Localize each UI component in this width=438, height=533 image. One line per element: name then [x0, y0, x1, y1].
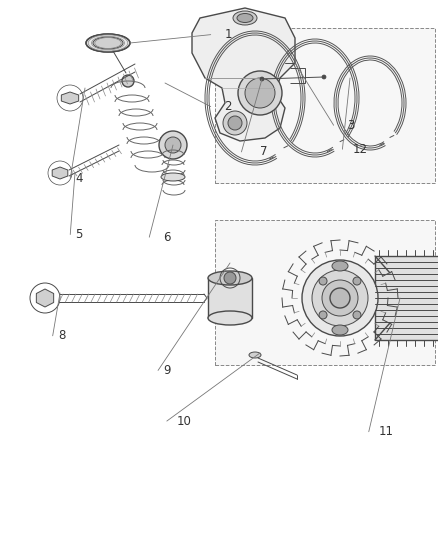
Text: 12: 12	[352, 143, 367, 156]
Text: 6: 6	[162, 231, 170, 244]
Ellipse shape	[208, 311, 251, 325]
Circle shape	[165, 137, 180, 153]
Ellipse shape	[237, 13, 252, 22]
Circle shape	[318, 311, 326, 319]
Circle shape	[329, 288, 349, 308]
Ellipse shape	[93, 37, 123, 49]
Bar	[208, 278, 251, 318]
Circle shape	[301, 260, 377, 336]
Text: 11: 11	[378, 425, 393, 438]
Bar	[215, 220, 434, 365]
Circle shape	[223, 272, 236, 284]
Ellipse shape	[208, 271, 251, 285]
Circle shape	[122, 75, 134, 87]
Text: 5: 5	[75, 228, 82, 241]
Circle shape	[311, 270, 367, 326]
Circle shape	[318, 277, 326, 285]
Circle shape	[259, 77, 263, 81]
Circle shape	[237, 71, 281, 115]
Circle shape	[159, 131, 187, 159]
Text: 8: 8	[58, 329, 65, 342]
Circle shape	[227, 116, 241, 130]
Text: 10: 10	[177, 415, 191, 427]
Ellipse shape	[233, 11, 256, 25]
Text: 2: 2	[224, 100, 232, 113]
Text: 3: 3	[347, 119, 354, 132]
Circle shape	[352, 311, 360, 319]
Circle shape	[321, 75, 325, 79]
Circle shape	[223, 111, 247, 135]
Ellipse shape	[331, 325, 347, 335]
Ellipse shape	[248, 352, 261, 358]
Bar	[215, 28, 434, 183]
Polygon shape	[191, 8, 294, 141]
Ellipse shape	[161, 173, 184, 181]
Circle shape	[244, 78, 274, 108]
Text: 1: 1	[224, 28, 232, 41]
Bar	[374, 256, 438, 340]
Ellipse shape	[331, 261, 347, 271]
Circle shape	[321, 280, 357, 316]
Polygon shape	[61, 92, 78, 104]
Polygon shape	[36, 289, 53, 307]
Text: 4: 4	[75, 172, 83, 185]
Text: 9: 9	[162, 364, 170, 377]
Circle shape	[352, 277, 360, 285]
Ellipse shape	[86, 34, 130, 52]
Polygon shape	[52, 167, 67, 179]
Text: 7: 7	[259, 146, 267, 158]
